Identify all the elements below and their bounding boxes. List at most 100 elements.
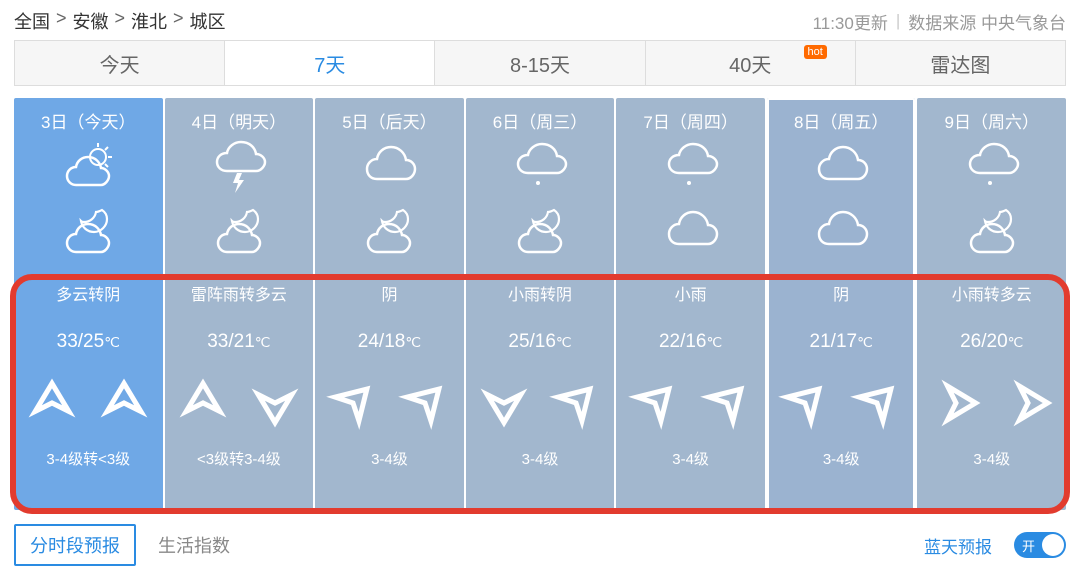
wind-level: 3-4级 — [823, 448, 860, 469]
breadcrumb-item[interactable]: 淮北 — [131, 8, 167, 34]
breadcrumb: 全国>安徽>淮北>城区 — [14, 8, 226, 34]
weather-condition: 小雨转阴 — [508, 281, 572, 305]
day-date: 3日（今天） — [41, 108, 135, 133]
breadcrumb-item[interactable]: 安徽 — [73, 8, 109, 34]
day-date: 7日（周四） — [643, 108, 737, 133]
weather-condition: 阴 — [833, 281, 849, 305]
hot-badge: hot — [804, 45, 827, 59]
breadcrumb-sep: > — [56, 8, 67, 34]
wind-level: 3-4级 — [522, 448, 559, 469]
tab-7天[interactable]: 7天 — [225, 41, 435, 85]
tab-label: 雷达图 — [930, 49, 990, 78]
wind-arrow-icon — [476, 375, 532, 436]
tab-label: 40天 — [729, 49, 771, 78]
toggle-text: 开 — [1022, 536, 1035, 555]
weather-condition: 多云转阴 — [56, 281, 120, 305]
tab-雷达图[interactable]: 雷达图 — [856, 41, 1065, 85]
temperature: 33/21℃ — [207, 331, 270, 353]
tab-今天[interactable]: 今天 — [15, 41, 225, 85]
breadcrumb-item[interactable]: 全国 — [14, 8, 50, 34]
wind-arrow-icon — [1000, 375, 1056, 436]
blue-sky-toggle[interactable]: 开 — [1014, 532, 1066, 558]
life-index-button[interactable]: 生活指数 — [158, 532, 230, 558]
day-card[interactable]: 5日（后天） 阴 24/18℃ 3-4级 — [315, 98, 464, 510]
hourly-forecast-button[interactable]: 分时段预报 — [14, 524, 136, 566]
data-source: 数据来源 中央气象台 — [908, 9, 1066, 34]
day-date: 9日（周六） — [945, 108, 1039, 133]
blue-sky-label: 蓝天预报 — [924, 533, 992, 558]
wind-direction — [928, 375, 1056, 436]
wind-level: 3-4级 — [371, 448, 408, 469]
cloudy-night-icon — [512, 204, 568, 265]
day-card[interactable]: 3日（今天） 多云转阴 33/25℃ 3-4级转<3级 — [14, 98, 163, 510]
day-card[interactable]: 9日（周六）小雨转多云26/20℃3-4级 — [917, 98, 1066, 510]
day-card[interactable]: 7日（周四） 小雨 22/16℃ 3-4级 — [616, 98, 765, 510]
header-meta: 11:30更新 | 数据来源 中央气象台 — [813, 9, 1066, 34]
wind-level: 3-4级 — [973, 448, 1010, 469]
wind-direction — [627, 375, 755, 436]
wind-level: 3-4级转<3级 — [46, 448, 130, 469]
day-date: 6日（周三） — [493, 108, 587, 133]
temperature: 25/16℃ — [508, 331, 571, 353]
cloudy-night-icon — [211, 204, 267, 265]
wind-level: 3-4级 — [672, 448, 709, 469]
light-rain-icon — [663, 139, 719, 200]
wind-direction — [777, 375, 905, 436]
tab-label: 7天 — [314, 49, 345, 78]
temperature: 33/25℃ — [57, 331, 120, 353]
breadcrumb-sep: > — [173, 8, 184, 34]
overcast-icon — [813, 139, 869, 200]
temperature: 24/18℃ — [358, 331, 421, 353]
wind-arrow-icon — [928, 375, 984, 436]
weather-condition: 雷阵雨转多云 — [191, 281, 287, 305]
wind-direction — [175, 375, 303, 436]
day-date: 4日（明天） — [192, 108, 286, 133]
temperature: 21/17℃ — [810, 331, 873, 353]
light-rain-icon — [964, 139, 1020, 200]
wind-arrow-icon — [175, 375, 231, 436]
tab-label: 今天 — [100, 49, 140, 78]
weather-icons — [512, 139, 568, 265]
wind-arrow-icon — [96, 375, 152, 436]
weather-condition: 阴 — [381, 281, 397, 305]
overcast-icon — [361, 139, 417, 200]
wind-arrow-icon — [777, 375, 833, 436]
weather-icons — [60, 139, 116, 265]
day-card[interactable]: 4日（明天） 雷阵雨转多云 33/21℃ <3级转3-4级 — [165, 98, 314, 510]
tab-40天[interactable]: 40天 hot — [646, 41, 856, 85]
weather-icons — [361, 139, 417, 265]
tabs: 今天 7天 8-15天 40天 hot 雷达图 — [14, 40, 1066, 86]
tab-8-15天[interactable]: 8-15天 — [435, 41, 645, 85]
toggle-knob — [1042, 534, 1064, 556]
thunder-icon — [211, 139, 267, 200]
breadcrumb-item[interactable]: 城区 — [190, 8, 226, 34]
tab-label: 8-15天 — [510, 49, 570, 78]
day-card[interactable]: 6日（周三） 小雨转阴 25/16℃ 3-4级 — [466, 98, 615, 510]
weather-icons — [813, 139, 869, 265]
wind-arrow-icon — [627, 375, 683, 436]
wind-arrow-icon — [699, 375, 755, 436]
weather-icons — [964, 139, 1020, 265]
overcast-icon — [663, 204, 719, 265]
wind-arrow-icon — [548, 375, 604, 436]
partly-cloudy-icon — [60, 139, 116, 200]
light-rain-icon — [512, 139, 568, 200]
weather-icons — [663, 139, 719, 265]
day-card[interactable]: 8日（周五）阴21/17℃3-4级 — [767, 98, 916, 510]
weather-condition: 小雨 — [675, 281, 707, 305]
wind-arrow-icon — [247, 375, 303, 436]
wind-arrow-icon — [849, 375, 905, 436]
wind-direction — [476, 375, 604, 436]
wind-level: <3级转3-4级 — [197, 448, 281, 469]
weather-condition: 小雨转多云 — [952, 281, 1032, 305]
temperature: 22/16℃ — [659, 331, 722, 353]
overcast-icon — [813, 204, 869, 265]
update-time: 11:30更新 — [813, 9, 888, 34]
wind-arrow-icon — [24, 375, 80, 436]
cloudy-night-icon — [361, 204, 417, 265]
wind-arrow-icon — [397, 375, 453, 436]
wind-arrow-icon — [325, 375, 381, 436]
divider: | — [896, 11, 900, 31]
day-date: 5日（后天） — [342, 108, 436, 133]
forecast-days: 3日（今天） 多云转阴 33/25℃ 3-4级转<3级 4日（明天） 雷阵雨转多云 33/2… — [14, 98, 1066, 510]
